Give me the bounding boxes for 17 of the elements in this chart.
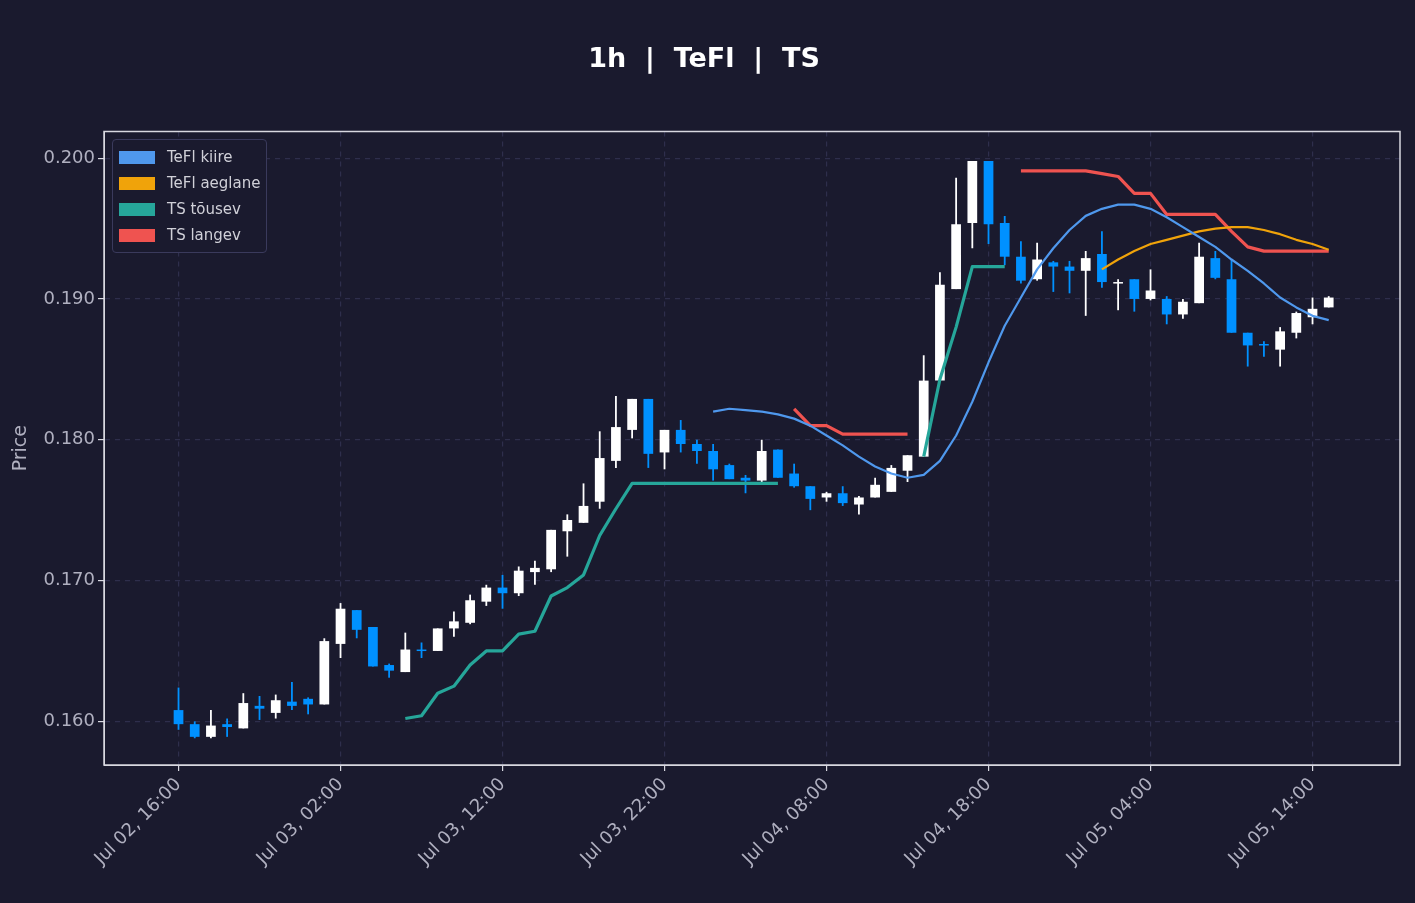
legend-label: TS langev	[167, 226, 241, 245]
candlestick	[1113, 279, 1123, 311]
y-tick-label: 0.190	[43, 286, 95, 308]
chart-title: 1h | TeFl | TS	[588, 42, 820, 75]
candlestick	[1048, 260, 1059, 292]
y-tick-label: 0.160	[43, 709, 95, 731]
candlestick	[1259, 341, 1269, 357]
legend-label: TS tõusev	[167, 200, 241, 219]
legend-label: TeFl aeglane	[167, 174, 261, 193]
legend-label: TeFl kiire	[167, 148, 233, 167]
candlestick	[222, 718, 232, 737]
candlestick	[287, 681, 297, 711]
y-tick-label: 0.180	[43, 427, 95, 449]
candlestick	[530, 560, 540, 585]
y-axis-title: Price	[8, 425, 31, 472]
y-tick-label: 0.200	[43, 145, 95, 167]
y-tick-label: 0.170	[43, 568, 95, 590]
